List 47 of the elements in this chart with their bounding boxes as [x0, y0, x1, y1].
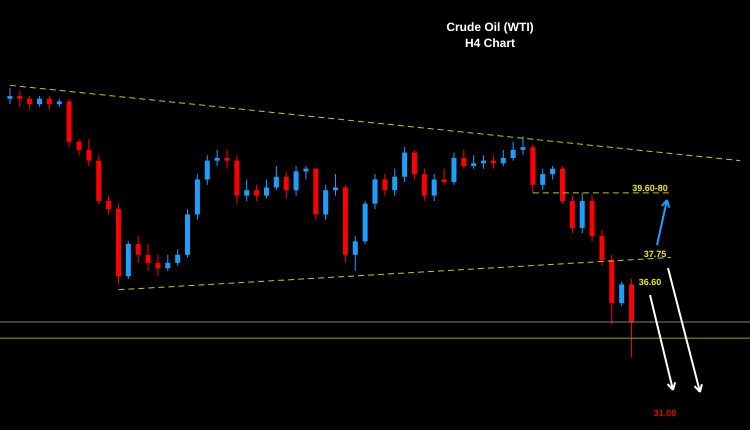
candlestick [333, 174, 338, 196]
candlestick [27, 96, 32, 110]
candlestick [37, 96, 42, 108]
candlestick [136, 235, 141, 264]
candlestick [175, 248, 180, 266]
chart-title: Crude Oil (WTI) [446, 20, 534, 34]
annotation: 37.75 [644, 249, 666, 259]
candlestick [106, 195, 112, 215]
candlestick [254, 184, 260, 202]
candlestick [46, 96, 52, 110]
candlestick [7, 88, 12, 105]
candlestick [214, 149, 220, 167]
candlestick [17, 90, 22, 108]
candlestick [520, 136, 526, 156]
candlestick [432, 174, 437, 202]
candlestick [412, 149, 417, 180]
candlestick [224, 149, 230, 170]
candlestick [550, 166, 556, 180]
candlestick [481, 154, 486, 170]
candlestick [155, 254, 160, 277]
candlestick [461, 149, 466, 170]
candlestick [500, 149, 506, 167]
annotation: 36.60 [638, 277, 662, 287]
candlestick [442, 168, 447, 186]
candlestick [284, 170, 289, 199]
candlestick [471, 154, 476, 170]
candlestick [392, 168, 398, 196]
candlestick [204, 154, 210, 186]
candlestick [422, 168, 427, 202]
candlestick [274, 166, 279, 191]
candlestick [352, 235, 358, 272]
candlestick [86, 138, 92, 167]
candlestick [490, 154, 496, 170]
text: 31.00 [654, 408, 676, 418]
candlestick [510, 141, 516, 162]
candlestick [540, 168, 546, 191]
candlestick [382, 174, 388, 196]
candlestick [244, 178, 250, 202]
candlestick [264, 178, 269, 199]
annotation: 39.60-80 [632, 183, 668, 193]
candlestick [146, 244, 151, 272]
candlestick [303, 166, 308, 180]
candlestick [294, 166, 299, 196]
chart-subtitle: H4 Chart [464, 36, 516, 50]
candlestick [165, 254, 170, 272]
candlestick [76, 138, 82, 156]
candlestick [619, 281, 624, 306]
